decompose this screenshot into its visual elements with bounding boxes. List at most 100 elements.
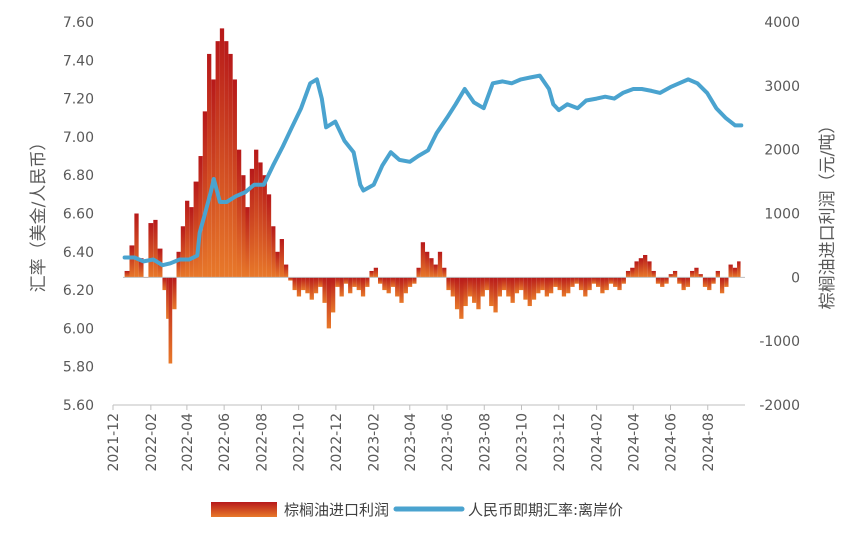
profit-bar [702,277,708,287]
profit-bar [228,53,233,278]
x-tick-label: 2023-12 [552,413,568,472]
right-tick-label: 2000 [764,143,800,159]
profit-bar [587,277,592,291]
profit-bar [625,270,631,278]
legend-label-fx: 人民币即期汇率:离岸价 [468,501,623,519]
profit-bar [202,111,208,278]
profit-bar [463,277,468,307]
profit-bar [715,270,720,278]
x-tick-label: 2022-08 [254,413,270,472]
x-tick-label: 2024-06 [664,413,680,472]
profit-bars [124,28,741,364]
profit-bar [519,277,524,291]
fx-rate-line-layer [122,73,744,268]
left-axis-title: 汇率（美金/人民币） [29,134,49,293]
profit-bar [506,277,511,297]
profit-bar [574,277,579,284]
profit-bar [651,270,656,278]
profit-bar [241,175,246,278]
left-tick-label: 7.00 [63,130,94,146]
profit-bar [604,277,609,291]
left-tick-label: 6.40 [63,245,94,261]
profit-bar [501,277,507,291]
profit-bar [548,277,554,294]
profit-bar [459,277,464,319]
profit-bar [514,277,520,294]
profit-bar [352,277,357,287]
profit-bar [420,242,426,278]
profit-bar [698,274,703,278]
profit-bar [296,277,302,297]
profit-bar [189,207,194,278]
profit-bar [407,277,413,287]
profit-bar [591,277,597,284]
profit-bar [732,267,738,278]
x-tick-label: 2023-08 [477,413,493,472]
profit-bar [544,277,549,297]
profit-bar [664,277,669,284]
profit-bar [207,53,212,278]
profit-bar [129,245,135,278]
profit-bar [168,277,173,364]
profit-bar [480,277,485,297]
profit-bar [621,277,626,284]
profit-bar [279,239,284,278]
left-tick-label: 6.00 [63,321,94,337]
profit-bar [655,277,661,284]
right-axis-title: 棕榈油进口利润（元/吨） [818,117,838,310]
profit-bar [309,277,314,300]
x-tick-label: 2022-06 [217,413,233,472]
right-tick-label: 0 [791,270,800,286]
profit-bar [467,277,473,297]
legend-label-profit: 棕榈油进口利润 [284,501,389,519]
profit-bar [305,277,310,294]
profit-bar [608,277,614,284]
x-tick-label: 2023-10 [515,413,531,472]
profit-bar [724,277,729,287]
profit-bar [148,223,154,278]
profit-bar [335,277,340,287]
profit-bar [292,277,297,291]
profit-bar [437,251,443,278]
profit-bar [322,277,327,303]
profit-bar [566,277,571,294]
profit-bar [583,277,588,297]
profit-bar [694,267,699,278]
right-tick-label: 1000 [764,207,800,223]
profit-bar [425,251,430,278]
profit-bar [185,200,190,278]
x-tick-label: 2022-02 [144,413,160,472]
profit-bar [647,261,652,278]
profit-bar [660,277,665,287]
profit-bar [318,277,323,287]
profit-bar [330,277,336,313]
x-tick-label: 2022-04 [180,413,196,472]
profit-bar [531,277,537,300]
left-tick-label: 6.80 [63,168,94,184]
profit-bar [245,207,250,278]
profit-bar [224,41,229,278]
profit-bar [446,277,451,291]
profit-bar [634,261,639,278]
profit-bar [162,277,167,291]
left-tick-label: 5.60 [63,398,94,414]
profit-bar [578,277,584,291]
profit-bar [442,267,447,278]
profit-bar [153,219,158,278]
profit-bar [685,277,691,287]
profit-bar [561,277,567,297]
profit-bar [301,277,306,291]
profit-bar [643,254,648,278]
right-tick-label: 4000 [764,15,800,31]
profit-bar [339,277,344,297]
profit-bar [690,270,695,278]
profit-bar [416,267,421,278]
x-tick-label: 2024-08 [701,413,717,472]
profit-bar [369,270,374,278]
left-tick-label: 7.20 [63,92,94,108]
profit-bar [672,270,678,278]
profit-bar [236,149,242,278]
profit-bar [275,251,280,278]
profit-bar [429,258,434,278]
profit-bar [403,277,408,294]
